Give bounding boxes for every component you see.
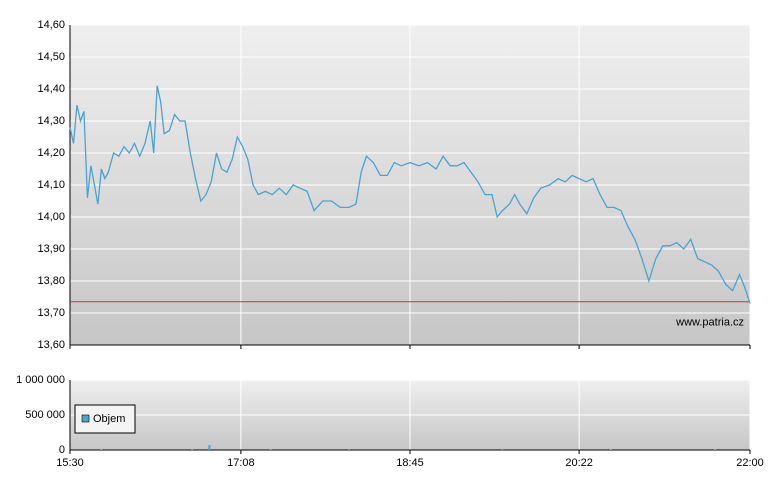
y-tick-label: 14,40 bbox=[37, 83, 65, 95]
y-tick-label: 14,50 bbox=[37, 51, 65, 63]
legend-label: Objem bbox=[93, 413, 125, 425]
x-tick-label: 22:00 bbox=[736, 457, 764, 469]
y-tick-label: 13,90 bbox=[37, 243, 65, 255]
watermark: www.patria.cz bbox=[675, 317, 744, 329]
y-tick-label: 1 000 000 bbox=[16, 374, 65, 386]
x-tick-label: 20:22 bbox=[565, 457, 593, 469]
y-tick-label: 13,80 bbox=[37, 275, 65, 287]
legend-swatch bbox=[81, 414, 90, 423]
y-tick-label: 14,00 bbox=[37, 211, 65, 223]
x-tick-label: 15:30 bbox=[56, 457, 84, 469]
legend: Objem bbox=[74, 404, 136, 434]
y-tick-label: 13,60 bbox=[37, 339, 65, 351]
y-tick-label: 13,70 bbox=[37, 307, 65, 319]
volume-bar bbox=[208, 445, 211, 450]
volume-bar bbox=[501, 449, 504, 450]
volume-bar bbox=[269, 449, 272, 450]
volume-bar bbox=[100, 449, 103, 450]
x-tick-label: 18:45 bbox=[396, 457, 424, 469]
y-tick-label: 14,10 bbox=[37, 179, 65, 191]
y-tick-label: 0 bbox=[59, 444, 65, 456]
x-tick-label: 17:08 bbox=[227, 457, 255, 469]
y-tick-label: 500 000 bbox=[25, 409, 65, 421]
y-tick-label: 14,20 bbox=[37, 147, 65, 159]
price-line bbox=[69, 85, 751, 304]
y-tick-label: 14,60 bbox=[37, 19, 65, 31]
y-tick-label: 14,30 bbox=[37, 115, 65, 127]
